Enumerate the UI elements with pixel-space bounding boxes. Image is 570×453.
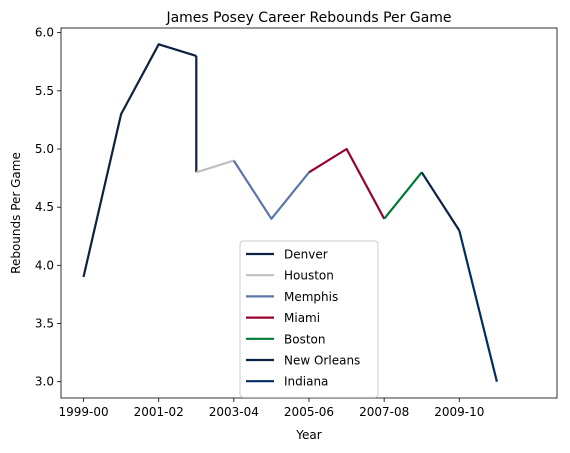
y-axis-label: Rebounds Per Game: [9, 152, 23, 274]
series-line-denver: [82, 43, 197, 278]
legend-label: Denver: [284, 248, 328, 262]
legend: Denver Houston Memphis Miami Boston New Orlea…: [239, 240, 379, 398]
y-axis: 3.0 3.5 4.0 4.5 5.0 5.5 6.0: [35, 26, 61, 389]
series-line-indiana: [458, 230, 498, 382]
legend-label: Houston: [284, 269, 334, 283]
x-axis: 1999-00 2001-02 2003-04 2005-06 2007-08 2009-…: [58, 398, 484, 419]
y-tick-label: 3.0: [35, 375, 54, 389]
series-line-houston: [195, 159, 235, 174]
series-line-new-orleans: [420, 171, 461, 232]
legend-label: Miami: [284, 311, 320, 325]
legend-label: Indiana: [284, 375, 328, 389]
series-line-miami: [308, 147, 386, 220]
x-axis-label: Year: [295, 428, 321, 442]
x-tick-label: 2007-08: [359, 405, 409, 419]
x-tick-label: 2003-04: [209, 405, 259, 419]
chart-title: James Posey Career Rebounds Per Game: [165, 10, 451, 26]
legend-label: New Orleans: [284, 354, 360, 368]
y-tick-label: 4.0: [35, 258, 54, 272]
x-tick-label: 2001-02: [134, 405, 184, 419]
legend-label: Boston: [284, 332, 325, 346]
x-tick-label: 2009-10: [434, 405, 484, 419]
series-lines: [82, 43, 498, 382]
y-tick-label: 4.5: [35, 200, 54, 214]
y-tick-label: 5.0: [35, 142, 54, 156]
legend-frame: [239, 240, 379, 398]
series-line-memphis: [232, 160, 310, 220]
series-line-boston: [383, 171, 423, 220]
x-tick-label: 1999-00: [58, 405, 108, 419]
y-tick-label: 6.0: [35, 26, 54, 40]
x-tick-label: 2005-06: [284, 405, 334, 419]
y-tick-label: 5.5: [35, 84, 54, 98]
y-tick-label: 3.5: [35, 317, 54, 331]
legend-label: Memphis: [284, 290, 338, 304]
